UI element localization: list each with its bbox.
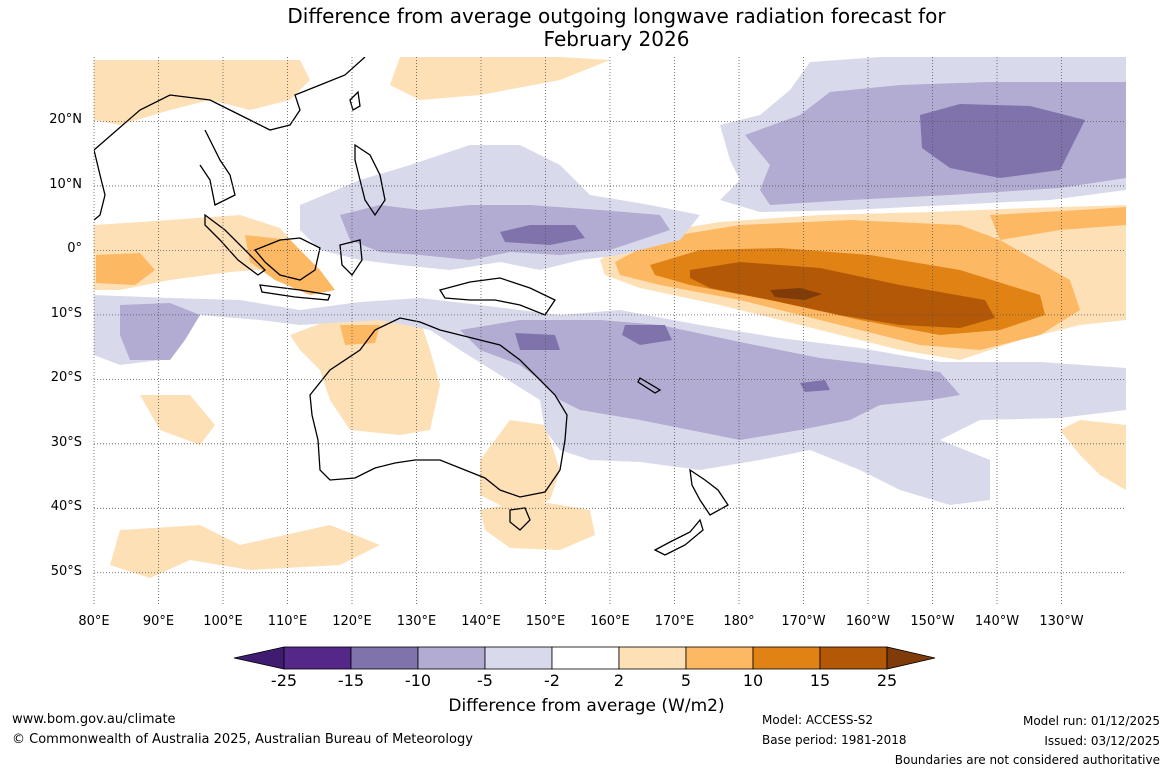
footer-copyright: © Commonwealth of Australia 2025, Austra…	[12, 732, 473, 747]
colorbar-tick-label: -5	[477, 671, 493, 690]
longitude-label: 170°E	[654, 614, 695, 629]
latitude-label: 20°S	[50, 370, 82, 386]
coast-se-asia	[94, 57, 366, 206]
colorbar-segment	[484, 646, 553, 670]
latitude-label: 30°S	[50, 434, 82, 450]
anomaly-minus5-south-indian	[120, 303, 200, 360]
coast-taiwan	[349, 90, 361, 111]
colorbar-tick-label: 10	[742, 671, 764, 690]
anomaly-minus5-south-pacific	[460, 320, 960, 440]
colorbar-tick-label: -25	[270, 671, 298, 690]
longitude-label: 130°E	[396, 614, 437, 629]
anomaly-plus5-dateline-east	[990, 207, 1126, 240]
anomaly-plus15-equatorial-pacific	[690, 262, 995, 328]
latitude-label: 10°N	[49, 176, 82, 192]
anomaly-plus2-south-indian	[140, 395, 215, 445]
anomaly-minus10-south-pacific	[800, 380, 830, 392]
chart-title-line2: February 2026	[543, 27, 690, 51]
colorbar-segment	[350, 646, 419, 670]
colorbar-title: Difference from average (W/m2)	[448, 696, 725, 716]
coast-australia	[309, 317, 568, 498]
colorbar-segment	[417, 646, 486, 670]
chart-title-line1: Difference from average outgoing longwav…	[287, 4, 946, 28]
longitude-label: 100°E	[203, 614, 243, 629]
anomaly-plus2-southern-ocean-w	[110, 525, 380, 578]
anomaly-plus5-indian-ocean	[96, 253, 155, 285]
colorbar-extension-high	[886, 646, 936, 670]
anomaly-plus2-top-left	[94, 60, 310, 125]
longitude-label: 80°E	[78, 614, 110, 629]
latitude-label: 10°S	[50, 305, 82, 321]
coast-tasmania	[509, 507, 531, 531]
anomaly-minus10-coral-sea	[515, 333, 560, 350]
colorbar-segment	[752, 646, 821, 670]
coastlines	[94, 57, 729, 556]
anomaly-plus2-top-nw	[390, 57, 610, 100]
footer-issued: Issued: 03/12/2025	[1044, 734, 1160, 748]
footer-website[interactable]: www.bom.gov.au/climate	[12, 712, 176, 727]
longitude-label: 120°E	[332, 614, 372, 629]
graticule	[93, 57, 1126, 605]
anomaly-field	[94, 57, 1126, 578]
colorbar-segment	[685, 646, 754, 670]
colorbar-tick-label: 25	[876, 671, 898, 690]
footer-model-run: Model run: 01/12/2025	[1022, 714, 1160, 728]
map-plot	[93, 57, 1126, 605]
anomaly-plus2-north-australia	[290, 315, 440, 435]
coast-nz-south	[653, 518, 704, 556]
colorbar-tick-label: -10	[404, 671, 432, 690]
anomaly-plus25-core	[770, 288, 822, 300]
footer-disclaimer: Boundaries are not considered authoritat…	[894, 753, 1160, 767]
longitude-label: 170°W	[781, 614, 826, 629]
colorbar-tick-label: 2	[613, 671, 625, 690]
colorbar-segment	[819, 646, 888, 670]
longitude-label: 140°E	[461, 614, 501, 629]
longitude-label: 150°E	[525, 614, 566, 629]
colorbar-tick-label: 5	[680, 671, 692, 690]
anomaly-minus10-north-pacific	[920, 104, 1085, 178]
coast-new-caledonia	[637, 377, 662, 394]
coast-india	[94, 149, 106, 221]
coast-java	[259, 284, 331, 301]
longitude-label: 130°W	[1039, 614, 1084, 629]
longitude-label: 160°E	[590, 614, 630, 629]
footer-model: Model: ACCESS-S2	[762, 713, 874, 727]
coast-philippines	[354, 143, 386, 217]
coast-sulawesi	[339, 239, 363, 277]
latitude-label: 40°S	[50, 499, 82, 515]
coast-borneo	[253, 237, 321, 281]
longitude-label: 90°E	[142, 614, 175, 629]
anomaly-plus5-maritime	[245, 235, 335, 295]
coast-nz-north	[689, 468, 729, 516]
longitude-label: 180°	[723, 614, 755, 629]
colorbar	[233, 646, 936, 670]
latitude-label: 20°N	[49, 112, 82, 128]
colorbar-segment	[283, 646, 352, 670]
latitude-label: 50°S	[50, 563, 82, 579]
latitude-label: 0°	[67, 241, 82, 257]
colorbar-segment	[618, 646, 687, 670]
anomaly-minus10-western-pacific	[500, 225, 585, 245]
longitude-label: 150°W	[910, 614, 955, 629]
anomaly-plus2-se-pacific	[1060, 420, 1126, 490]
colorbar-tick-label: 15	[809, 671, 831, 690]
colorbar-extension-low	[233, 646, 285, 670]
footer-base-period: Base period: 1981-2018	[762, 733, 907, 747]
colorbar-tick-label: -15	[337, 671, 365, 690]
anomaly-plus5-arafura	[340, 325, 380, 345]
longitude-label: 110°E	[267, 614, 308, 629]
anomaly-plus2-tasmania	[480, 500, 595, 550]
longitude-label: 160°W	[845, 614, 891, 629]
coast-sumatra	[204, 213, 267, 276]
anomaly-plus2-se-australia	[480, 420, 560, 510]
anomaly-minus10-solomon	[622, 325, 672, 345]
colorbar-tick-label: -2	[544, 671, 560, 690]
colorbar-segment	[551, 646, 620, 670]
longitude-label: 140°W	[974, 614, 1020, 629]
